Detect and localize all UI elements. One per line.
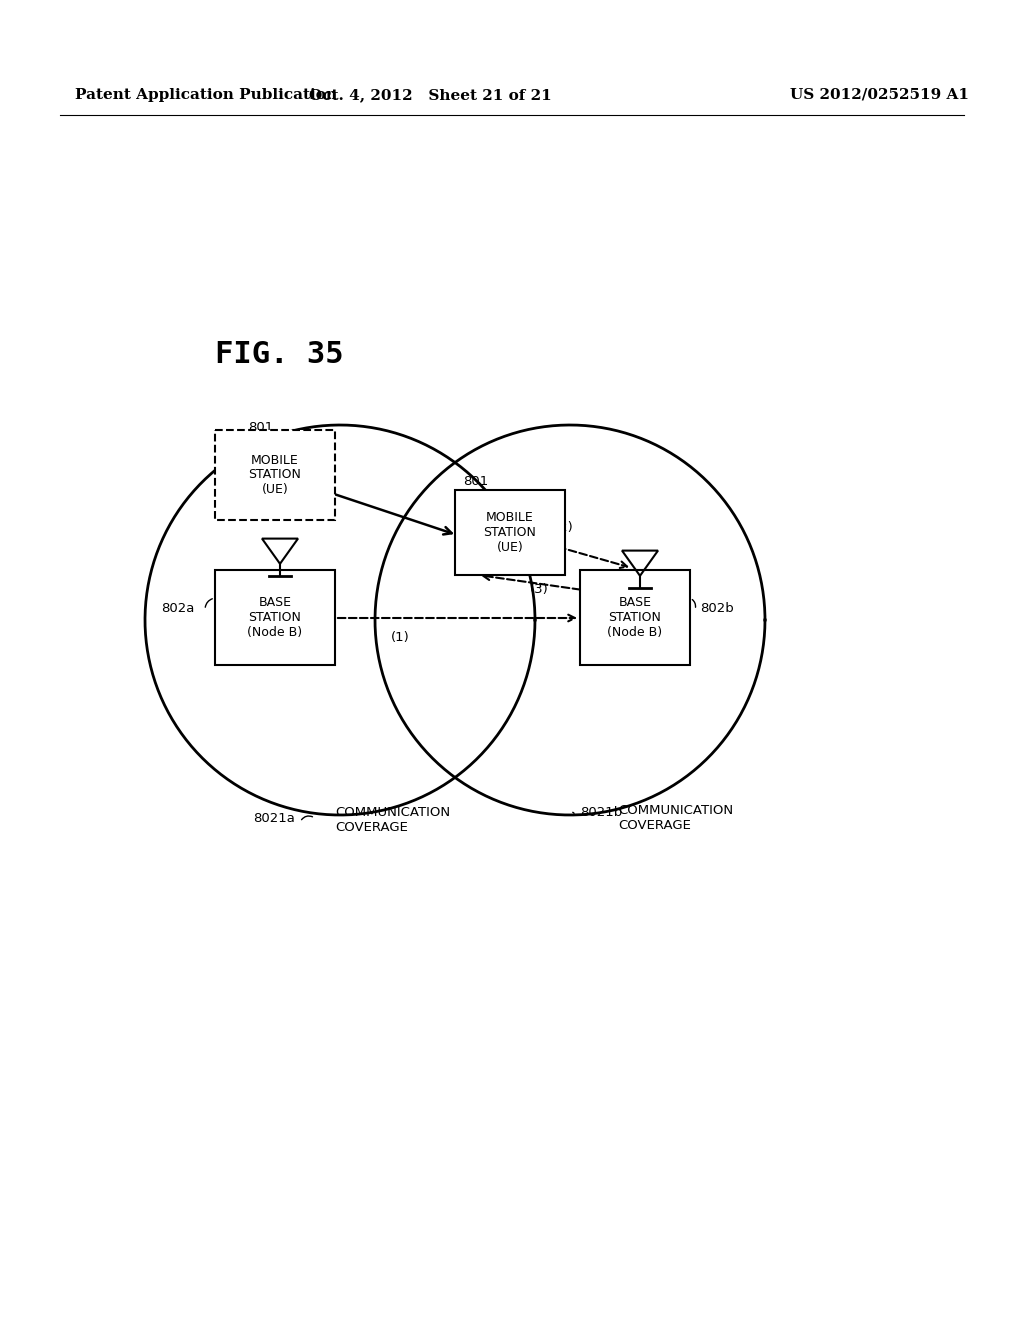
Text: (2): (2) xyxy=(555,521,573,535)
Text: US 2012/0252519 A1: US 2012/0252519 A1 xyxy=(790,88,969,102)
Bar xyxy=(215,570,335,665)
Text: 8021a: 8021a xyxy=(253,812,295,825)
Text: MOBILE
STATION
(UE): MOBILE STATION (UE) xyxy=(249,454,301,496)
Text: 802b: 802b xyxy=(700,602,734,615)
Text: Patent Application Publication: Patent Application Publication xyxy=(75,88,337,102)
Text: 801: 801 xyxy=(463,475,488,488)
Text: COMMUNICATION
COVERAGE: COMMUNICATION COVERAGE xyxy=(618,804,733,832)
Text: (1): (1) xyxy=(390,631,410,644)
Text: 8021b: 8021b xyxy=(580,807,623,820)
Text: MOBILE
STATION
(UE): MOBILE STATION (UE) xyxy=(483,511,537,554)
Text: (3): (3) xyxy=(530,583,549,597)
Text: BASE
STATION
(Node B): BASE STATION (Node B) xyxy=(248,597,302,639)
Bar xyxy=(215,430,335,520)
Text: 801: 801 xyxy=(248,421,273,434)
Text: BASE
STATION
(Node B): BASE STATION (Node B) xyxy=(607,597,663,639)
Text: FIG. 35: FIG. 35 xyxy=(215,341,344,370)
Text: Oct. 4, 2012   Sheet 21 of 21: Oct. 4, 2012 Sheet 21 of 21 xyxy=(308,88,551,102)
Text: 802a: 802a xyxy=(162,602,195,615)
Bar xyxy=(455,490,565,576)
Text: COMMUNICATION
COVERAGE: COMMUNICATION COVERAGE xyxy=(335,807,451,834)
Bar xyxy=(580,570,690,665)
